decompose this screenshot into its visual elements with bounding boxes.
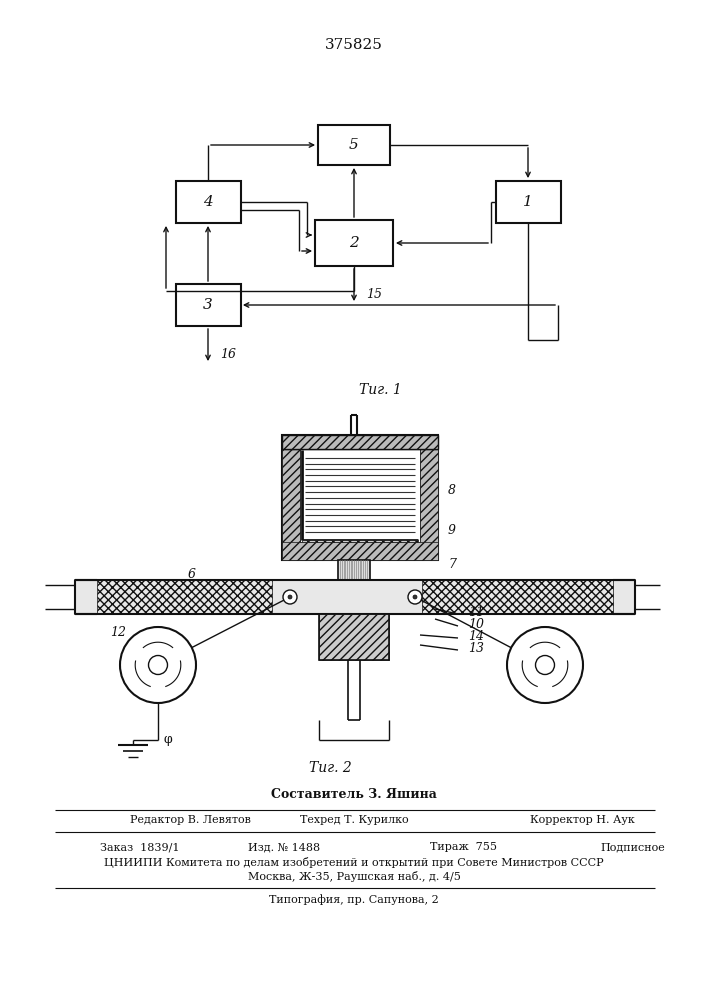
- Text: Техред Т. Курилко: Техред Т. Курилко: [300, 815, 409, 825]
- Text: 12: 12: [110, 626, 126, 639]
- Text: 14: 14: [468, 630, 484, 643]
- Bar: [319, 614, 389, 660]
- Circle shape: [535, 656, 554, 674]
- Bar: [282, 542, 438, 560]
- Circle shape: [283, 590, 297, 604]
- Bar: [282, 435, 438, 560]
- Bar: [496, 181, 561, 223]
- Bar: [318, 125, 390, 165]
- Text: Изд. № 1488: Изд. № 1488: [248, 842, 320, 852]
- Bar: [282, 435, 438, 449]
- Bar: [97, 580, 272, 614]
- Bar: [338, 560, 370, 580]
- Text: 10: 10: [468, 617, 484, 631]
- Text: 13: 13: [468, 642, 484, 654]
- Text: Заказ  1839/1: Заказ 1839/1: [100, 842, 180, 852]
- Text: 5: 5: [349, 138, 359, 152]
- Text: Типография, пр. Сапунова, 2: Типография, пр. Сапунова, 2: [269, 895, 439, 905]
- Bar: [420, 435, 438, 560]
- Text: φ: φ: [163, 734, 172, 746]
- Bar: [302, 540, 418, 542]
- Text: 1: 1: [523, 195, 533, 209]
- Text: 375825: 375825: [325, 38, 383, 52]
- Bar: [176, 284, 241, 326]
- Bar: [315, 220, 393, 266]
- Text: Москва, Ж-35, Раушская наб., д. 4/5: Москва, Ж-35, Раушская наб., д. 4/5: [247, 870, 460, 882]
- Text: Τиг. 1: Τиг. 1: [358, 383, 402, 397]
- Text: Подписное: Подписное: [600, 842, 665, 852]
- Text: 16: 16: [220, 348, 236, 360]
- Text: 8: 8: [448, 484, 456, 496]
- Text: 4: 4: [203, 195, 213, 209]
- Bar: [422, 580, 613, 614]
- Circle shape: [408, 590, 422, 604]
- Bar: [75, 580, 635, 614]
- Text: 15: 15: [366, 288, 382, 300]
- Text: Тираж  755: Тираж 755: [430, 842, 497, 852]
- Circle shape: [120, 627, 196, 703]
- Text: ЦНИИПИ Комитета по делам изобретений и открытий при Совете Министров СССР: ЦНИИПИ Комитета по делам изобретений и о…: [104, 856, 604, 867]
- Text: 6: 6: [188, 568, 196, 580]
- Text: 2: 2: [349, 236, 359, 250]
- Text: Τиг. 2: Τиг. 2: [309, 761, 351, 775]
- Circle shape: [288, 595, 292, 599]
- Text: 3: 3: [203, 298, 213, 312]
- Text: 9: 9: [448, 524, 456, 536]
- Text: Редактор В. Левятов: Редактор В. Левятов: [130, 815, 251, 825]
- Circle shape: [413, 595, 417, 599]
- Text: Корректор Н. Аук: Корректор Н. Аук: [530, 815, 635, 825]
- Text: Составитель З. Яшина: Составитель З. Яшина: [271, 788, 437, 802]
- Text: 7: 7: [448, 558, 456, 572]
- Text: 11: 11: [468, 605, 484, 618]
- Circle shape: [507, 627, 583, 703]
- Circle shape: [148, 656, 168, 674]
- Bar: [300, 435, 420, 542]
- Bar: [282, 435, 300, 560]
- Bar: [176, 181, 241, 223]
- Bar: [319, 614, 389, 660]
